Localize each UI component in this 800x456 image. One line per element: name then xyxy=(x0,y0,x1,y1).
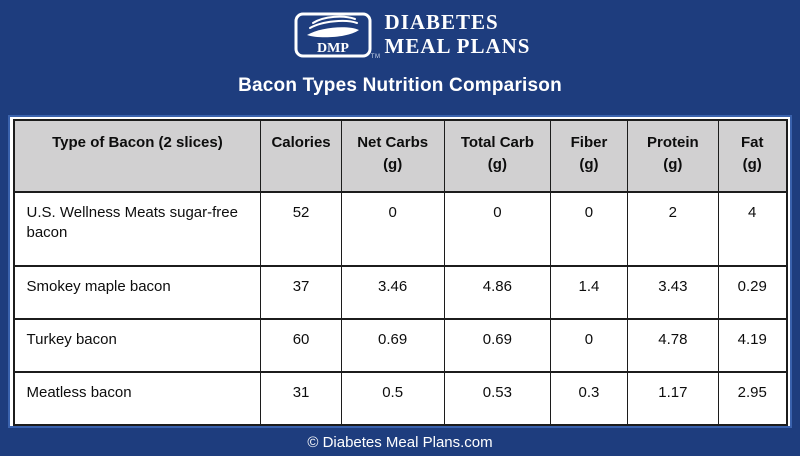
value-cell: 1.4 xyxy=(550,265,628,320)
row-label-cell: U.S. Wellness Meats sugar-free bacon xyxy=(12,191,262,267)
column-header-fat: Fat (g) xyxy=(717,119,788,193)
value-cell: 4.86 xyxy=(443,265,552,320)
value-cell: 0.5 xyxy=(340,371,445,426)
dmp-logo-icon: DMP TM xyxy=(294,12,380,60)
column-header-total-carb: Total Carb (g) xyxy=(443,119,552,193)
column-header-calories: Calories xyxy=(260,119,342,193)
footer-band: © Diabetes Meal Plans.com xyxy=(0,428,800,456)
column-header-net-carbs: Net Carbs (g) xyxy=(340,119,445,193)
value-cell: 0.53 xyxy=(443,371,552,426)
value-cell: 2 xyxy=(626,191,719,267)
value-cell: 31 xyxy=(260,371,342,426)
value-cell: 0 xyxy=(443,191,552,267)
table-row: U.S. Wellness Meats sugar-free bacon 52 … xyxy=(12,191,788,267)
value-cell: 4.19 xyxy=(717,318,788,373)
value-cell: 1.17 xyxy=(626,371,719,426)
table-row: Turkey bacon 60 0.69 0.69 0 4.78 4.19 xyxy=(12,318,788,373)
value-cell: 60 xyxy=(260,318,342,373)
column-header-type: Type of Bacon (2 slices) xyxy=(12,119,262,193)
row-label-cell: Smokey maple bacon xyxy=(12,265,262,320)
value-cell: 4 xyxy=(717,191,788,267)
row-label-cell: Turkey bacon xyxy=(12,318,262,373)
page-title: Bacon Types Nutrition Comparison xyxy=(238,75,562,97)
logo-acronym: DMP xyxy=(317,41,349,56)
brand-name-line1: DIABETES xyxy=(384,10,499,34)
column-header-protein: Protein (g) xyxy=(626,119,719,193)
value-cell: 37 xyxy=(260,265,342,320)
brand-name: DIABETES MEAL PLANS xyxy=(384,10,531,58)
value-cell: 0 xyxy=(550,191,628,267)
value-cell: 0.69 xyxy=(443,318,552,373)
value-cell: 0.29 xyxy=(717,265,788,320)
table-header-row: Type of Bacon (2 slices) Calories Net Ca… xyxy=(12,119,788,193)
trademark-symbol: TM xyxy=(370,53,381,60)
copyright-text: © Diabetes Meal Plans.com xyxy=(307,433,493,451)
table-panel: Type of Bacon (2 slices) Calories Net Ca… xyxy=(8,115,792,428)
brand-logo: DMP TM DIABETES MEAL PLANS xyxy=(294,10,531,60)
column-header-fiber: Fiber (g) xyxy=(550,119,628,193)
value-cell: 2.95 xyxy=(717,371,788,426)
value-cell: 52 xyxy=(260,191,342,267)
value-cell: 4.78 xyxy=(626,318,719,373)
value-cell: 3.43 xyxy=(626,265,719,320)
table-row: Smokey maple bacon 37 3.46 4.86 1.4 3.43… xyxy=(12,265,788,320)
value-cell: 0.3 xyxy=(550,371,628,426)
value-cell: 0 xyxy=(340,191,445,267)
nutrition-table: Type of Bacon (2 slices) Calories Net Ca… xyxy=(12,119,788,426)
row-label-cell: Meatless bacon xyxy=(12,371,262,426)
table-row: Meatless bacon 31 0.5 0.53 0.3 1.17 2.95 xyxy=(12,371,788,426)
value-cell: 0 xyxy=(550,318,628,373)
value-cell: 0.69 xyxy=(340,318,445,373)
header-band: DMP TM DIABETES MEAL PLANS Bacon Types N… xyxy=(0,0,800,115)
value-cell: 3.46 xyxy=(340,265,445,320)
brand-name-line2: MEAL PLANS xyxy=(384,33,531,58)
